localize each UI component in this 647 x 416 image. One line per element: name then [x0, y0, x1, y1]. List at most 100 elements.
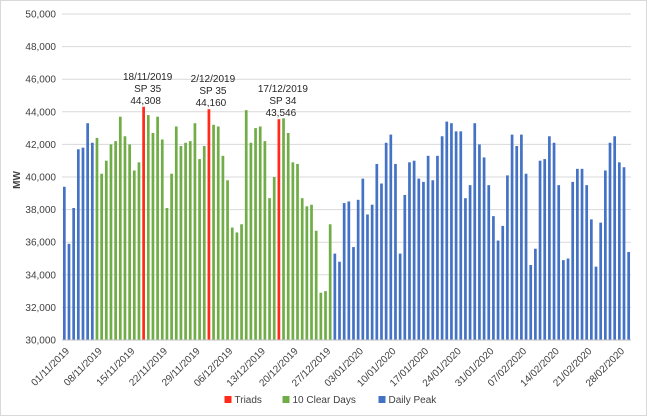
bar-daily-peak: [370, 204, 374, 340]
y-axis-label: MW: [12, 171, 23, 189]
bar-daily-peak: [468, 185, 472, 340]
bar-daily-peak: [543, 159, 547, 340]
bar-clear-day: [165, 207, 169, 340]
bar-daily-peak: [580, 168, 584, 340]
bar-daily-peak: [426, 155, 430, 340]
bar-daily-peak: [594, 266, 598, 340]
bar-daily-peak: [67, 243, 71, 340]
bar-daily-peak: [478, 144, 481, 340]
y-tick-label: 44,000: [25, 107, 56, 118]
bar-daily-peak: [482, 157, 486, 340]
annotation-value: 43,546: [266, 108, 297, 119]
bar-daily-peak: [590, 219, 593, 340]
bar-daily-peak: [627, 251, 631, 340]
bar-daily-peak: [538, 160, 542, 340]
bar-clear-day: [268, 198, 271, 340]
bar-clear-day: [291, 162, 295, 340]
bar-daily-peak: [81, 147, 85, 340]
bar-clear-day: [128, 144, 131, 340]
bar-daily-peak: [384, 142, 388, 340]
bar-clear-day: [100, 173, 103, 340]
bar-daily-peak: [398, 253, 402, 340]
x-axis-ticks: 01/11/201908/11/201915/11/201922/11/2019…: [29, 346, 627, 389]
bar-clear-day: [137, 162, 141, 340]
bar-daily-peak: [356, 199, 360, 340]
bar-clear-day: [230, 227, 234, 340]
legend-label: Triads: [235, 395, 262, 406]
bars: [62, 106, 631, 341]
bar-clear-day: [314, 230, 318, 340]
bar-daily-peak: [450, 123, 453, 341]
bar-daily-peak: [361, 178, 365, 340]
y-tick-label: 38,000: [25, 205, 56, 216]
bar-daily-peak: [529, 265, 533, 340]
bar-clear-day: [109, 144, 113, 340]
bar-daily-peak: [617, 162, 621, 340]
bar-daily-peak: [412, 160, 416, 340]
bar-daily-peak: [431, 180, 435, 340]
bar-clear-day: [212, 124, 215, 340]
y-tick-label: 50,000: [25, 10, 56, 21]
legend-label: Daily Peak: [389, 395, 438, 406]
bar-clear-day: [272, 177, 276, 340]
bar-daily-peak: [403, 194, 407, 340]
bar-clear-day: [188, 141, 192, 340]
bar-daily-peak: [90, 142, 94, 340]
bar-clear-day: [286, 132, 290, 340]
bar-clear-day: [221, 155, 225, 340]
bar-daily-peak: [440, 136, 444, 340]
bar-daily-peak: [62, 186, 66, 340]
bar-clear-day: [95, 137, 99, 340]
annotation-value: 44,308: [130, 96, 161, 107]
y-tick-label: 48,000: [25, 42, 56, 53]
annotation-sp: SP 34: [269, 96, 296, 107]
bar-clear-day: [156, 116, 159, 340]
bar-clear-day: [244, 110, 248, 340]
y-tick-label: 40,000: [25, 173, 56, 184]
y-tick-label: 36,000: [25, 238, 56, 249]
bar-clear-day: [170, 173, 173, 340]
bar-daily-peak: [445, 121, 449, 340]
y-tick-label: 30,000: [25, 336, 56, 347]
bar-daily-peak: [487, 185, 491, 340]
bar-daily-peak: [408, 162, 411, 340]
y-tick-label: 34,000: [25, 270, 56, 281]
bar-daily-peak: [422, 181, 425, 340]
bar-daily-peak: [557, 185, 561, 340]
bar-daily-peak: [352, 247, 355, 340]
bar-daily-peak: [585, 185, 589, 340]
bar-clear-day: [296, 163, 299, 340]
bar-daily-peak: [566, 258, 570, 340]
bar-clear-day: [202, 146, 206, 340]
annotation-value: 44,160: [196, 98, 227, 109]
bar-daily-peak: [622, 167, 626, 340]
bar-clear-day: [324, 291, 327, 340]
bar-daily-peak: [501, 225, 505, 340]
bar-daily-peak: [520, 134, 523, 340]
bar-clear-day: [300, 198, 304, 340]
bar-daily-peak: [524, 173, 528, 340]
bar-daily-peak: [389, 134, 393, 340]
bar-triad: [277, 119, 281, 341]
legend: Triads 10 Clear Days Daily Peak: [224, 395, 438, 406]
bar-daily-peak: [576, 168, 579, 340]
y-tick-label: 32,000: [25, 303, 56, 314]
bar-daily-peak: [506, 175, 509, 340]
bar-daily-peak: [333, 253, 337, 340]
bar-clear-day: [132, 170, 136, 340]
bar-clear-day: [179, 146, 183, 340]
y-tick-label: 46,000: [25, 75, 56, 86]
bar-clear-day: [174, 126, 178, 340]
bar-daily-peak: [380, 183, 383, 340]
bar-daily-peak: [417, 178, 421, 340]
bar-daily-peak: [394, 163, 397, 340]
y-axis-ticks: 30,000 32,000 34,000 36,000 38,000 40,000 42,0…: [25, 10, 56, 347]
bar-daily-peak: [515, 146, 519, 340]
bar-daily-peak: [436, 155, 439, 340]
bar-daily-peak: [347, 201, 351, 340]
bar-clear-day: [151, 132, 155, 340]
bar-clear-day: [216, 126, 220, 340]
bar-daily-peak: [342, 203, 346, 340]
